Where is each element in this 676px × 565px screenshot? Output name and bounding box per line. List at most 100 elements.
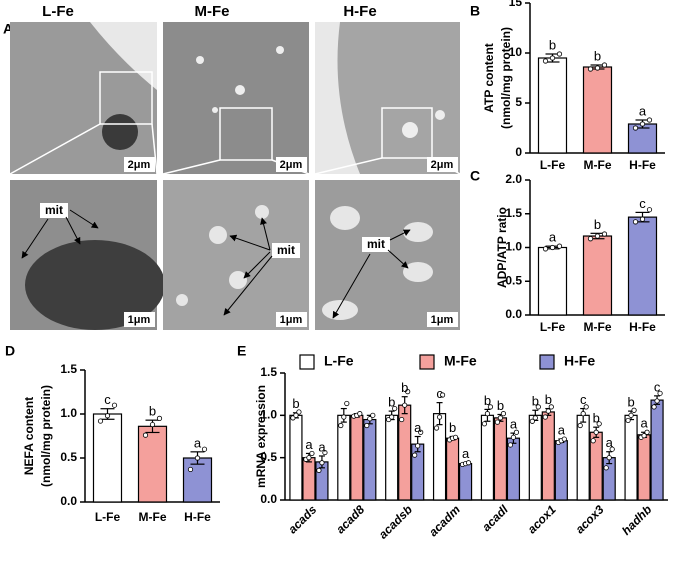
data-point: [194, 455, 201, 461]
data-point: [657, 390, 663, 396]
data-point: [364, 422, 370, 429]
data-point: [593, 429, 599, 435]
significance-letter: a: [549, 230, 557, 245]
x-tick-label: M-Fe: [139, 510, 167, 524]
legend-swatch: [299, 354, 315, 370]
y-tick-label: 0.5: [60, 450, 77, 464]
bar: [506, 437, 521, 501]
data-point: [487, 404, 494, 410]
legend-swatch: [539, 354, 555, 370]
significance-letter: b: [449, 420, 456, 435]
scale-label: 2μm: [431, 159, 454, 171]
panel-label: C: [470, 168, 480, 184]
significance-letter: b: [545, 392, 552, 407]
x-tick-label: acadl: [479, 502, 511, 534]
y-axis-label: ATP content: [482, 43, 496, 113]
bar: [537, 246, 568, 316]
data-point: [628, 412, 634, 418]
data-point: [601, 231, 608, 237]
panel-label: A: [3, 21, 13, 37]
data-point: [513, 429, 520, 435]
y-tick-label: 1.0: [60, 406, 77, 420]
column-title: M-Fe: [195, 3, 230, 20]
data-point: [535, 404, 541, 410]
bar: [385, 414, 399, 501]
data-point: [500, 411, 507, 417]
bar: [182, 457, 213, 503]
y-tick-label: 2.0: [505, 172, 522, 186]
annotation: mit: [45, 203, 63, 217]
data-point: [296, 409, 302, 415]
y-tick-label: 0: [515, 145, 522, 159]
data-point: [549, 55, 556, 61]
micrograph-detail: [102, 114, 138, 150]
column-title: H-Fe: [343, 3, 376, 20]
significance-letter: b: [549, 37, 556, 52]
bar: [637, 434, 651, 501]
y-axis-label: (nmol/mg protein): [39, 385, 53, 487]
data-point: [542, 58, 549, 64]
bar: [582, 66, 613, 154]
data-point: [632, 125, 639, 131]
data-point: [156, 415, 163, 421]
data-point: [603, 465, 609, 471]
micrograph-detail: [315, 22, 360, 174]
data-point: [405, 389, 411, 395]
data-point: [590, 438, 596, 444]
y-tick-label: 1.5: [260, 365, 277, 379]
data-point: [545, 408, 551, 414]
bar: [624, 414, 638, 501]
data-point: [111, 402, 118, 408]
column-title: L-Fe: [42, 3, 74, 20]
scale-label: 1μm: [280, 314, 303, 326]
significance-letter: a: [318, 439, 326, 454]
micrograph-detail: [25, 240, 165, 330]
data-point: [399, 416, 405, 423]
significance-letter: c: [436, 386, 443, 401]
significance-letter: a: [606, 435, 614, 450]
data-point: [306, 455, 312, 461]
data-point: [465, 460, 472, 466]
x-tick-label: acadsb: [376, 502, 415, 541]
data-point: [609, 446, 615, 452]
data-point: [639, 121, 646, 127]
data-point: [532, 415, 538, 421]
data-point: [433, 425, 440, 431]
scale-label: 2μm: [128, 159, 151, 171]
significance-letter: b: [532, 394, 539, 409]
bar: [554, 440, 568, 501]
legend-swatch: [419, 354, 435, 370]
data-point: [316, 467, 322, 473]
data-point: [580, 411, 586, 417]
data-point: [452, 434, 459, 440]
data-point: [309, 450, 315, 457]
data-point: [577, 422, 583, 429]
data-point: [606, 455, 612, 461]
data-point: [201, 446, 208, 452]
legend-label: L-Fe: [324, 353, 354, 369]
data-point: [561, 436, 567, 442]
bar: [337, 414, 351, 501]
data-point: [646, 117, 653, 123]
micrograph: [163, 22, 309, 174]
data-point: [654, 398, 660, 404]
significance-letter: a: [510, 417, 518, 432]
y-tick-label: 5: [515, 95, 522, 109]
bar: [493, 417, 508, 501]
bar: [363, 418, 377, 501]
y-tick-label: 0.5: [505, 273, 522, 287]
data-point: [415, 443, 421, 449]
data-point: [542, 414, 548, 420]
bar: [411, 443, 425, 501]
data-point: [556, 243, 563, 249]
data-point: [646, 207, 653, 213]
bar: [92, 413, 123, 503]
data-point: [341, 414, 347, 420]
bar: [627, 216, 658, 316]
bar: [576, 414, 590, 501]
data-point: [494, 419, 501, 425]
significance-letter: a: [558, 422, 566, 437]
data-point: [187, 466, 194, 473]
significance-letter: c: [639, 196, 646, 211]
